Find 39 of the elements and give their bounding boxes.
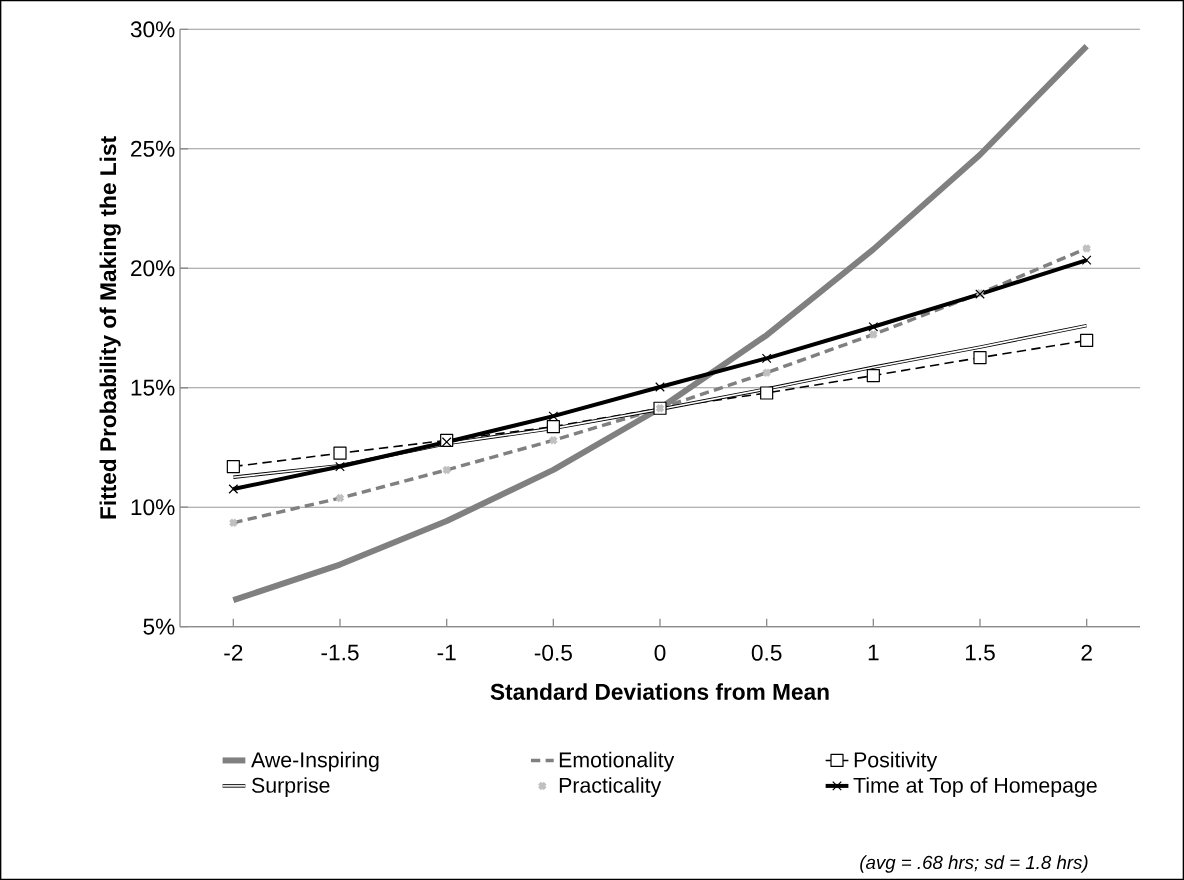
point — [973, 351, 987, 365]
point — [548, 411, 559, 421]
y-tick-label: 25% — [131, 140, 175, 157]
y-tick-label: 10% — [131, 499, 175, 516]
legend-label: Practicality — [559, 777, 662, 798]
x-tick-label: -0.5 — [534, 644, 572, 661]
legend-label: Time at Top of Homepage — [853, 777, 1097, 798]
y-tick-label: 5% — [143, 618, 175, 635]
point — [760, 386, 774, 400]
point — [866, 368, 880, 383]
point — [1080, 333, 1094, 348]
y-tick-label: 15% — [131, 379, 175, 396]
x-tick-label: -1 — [437, 644, 456, 661]
legend-label: Surprise — [251, 777, 330, 798]
x-tick-label: -1.5 — [321, 644, 359, 661]
x-tick-label: -2 — [224, 644, 243, 661]
y-tick-label: 30% — [130, 21, 175, 38]
point — [1081, 255, 1092, 265]
x-tick-label: 0.5 — [751, 644, 782, 661]
legend-label: Positivity — [854, 751, 938, 772]
legend-label: Emotionality — [559, 751, 675, 772]
x-tick-label: 2 — [1081, 644, 1092, 661]
point — [655, 382, 665, 392]
x-tick-label: 1 — [868, 644, 879, 661]
point — [228, 484, 239, 494]
x-tick-label: 0 — [654, 644, 666, 661]
y-axis-title: Fitted Probability of Making the List — [99, 136, 121, 519]
point — [333, 446, 347, 460]
y-tick-label: 20% — [131, 260, 175, 277]
x-tick-label: 1.5 — [965, 644, 995, 661]
legend-label: Awe-Inspiring — [251, 751, 379, 772]
point — [441, 437, 452, 447]
point — [226, 459, 240, 474]
point — [546, 420, 560, 434]
x-axis-title: Standard Deviations from Mean — [490, 683, 829, 700]
point — [761, 353, 772, 364]
text: (avg = .68 hrs; sd = 1.8 hrs) — [860, 855, 1088, 873]
point — [335, 461, 345, 472]
point — [868, 321, 879, 332]
